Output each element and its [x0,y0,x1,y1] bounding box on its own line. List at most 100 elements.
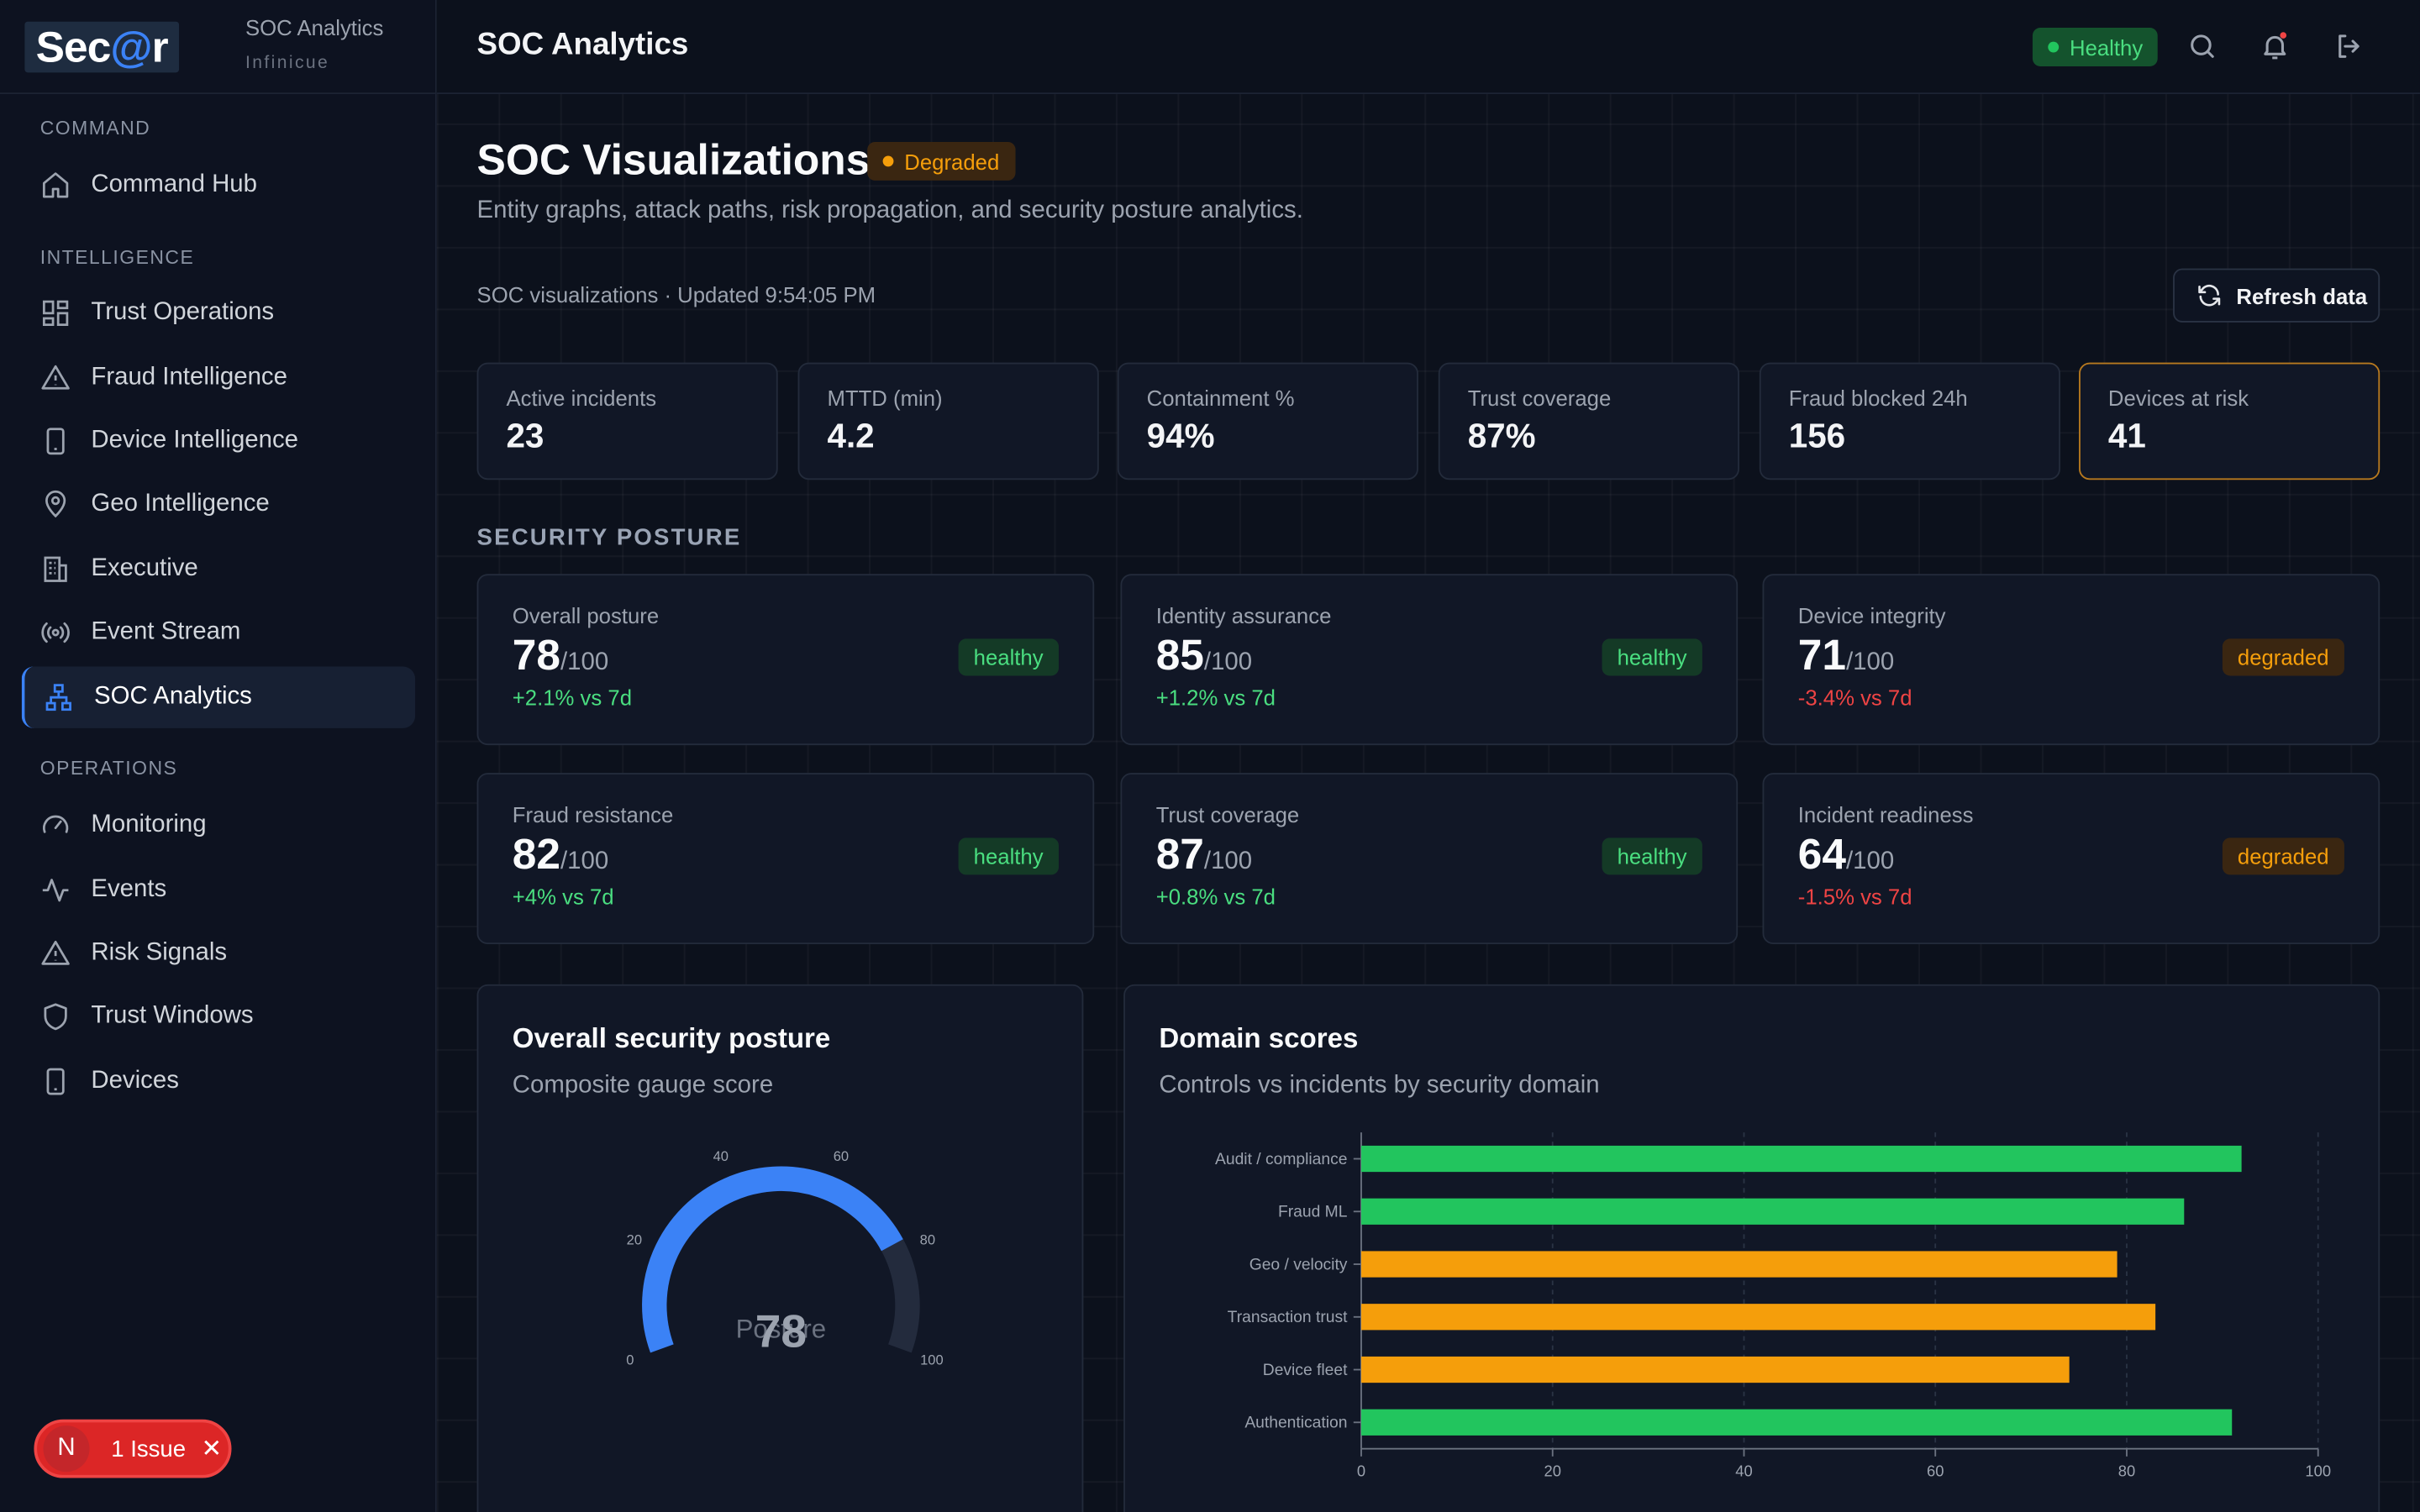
domain-bar [1360,1145,2242,1173]
posture-card: Trust coverage 87/100 +0.8% vs 7d health… [1120,773,1739,945]
posture-score: 64/100 [1798,830,1894,879]
status-dot [2048,41,2060,53]
sidebar-item-risk-signals[interactable]: Risk Signals [22,922,415,984]
health-status-badge: Healthy [2032,28,2159,66]
status-badge: healthy [958,638,1059,676]
logout-icon[interactable] [2333,31,2365,62]
card-title: Overall security posture [512,1022,831,1054]
x-tick-label: 20 [1544,1462,1561,1480]
y-tick-label: Geo / velocity [1249,1256,1348,1273]
issues-label: 1 Issue [111,1436,187,1462]
gauge-center-label: Posture [736,1314,827,1343]
sidebar-item-label: Command Hub [91,171,258,198]
section-label-operations: OPERATIONS [39,757,178,780]
next-logo-icon: N [43,1425,90,1473]
sidebar-item-label: Trust Windows [91,1002,254,1030]
x-tick-label: 80 [2118,1462,2135,1480]
warning-icon [41,940,70,965]
issues-button[interactable]: N 1 Issue ✕ [34,1419,232,1478]
sidebar-item-label: Geo Intelligence [91,491,270,517]
sidebar-item-geo-intelligence[interactable]: Geo Intelligence [22,474,415,535]
status-badge: healthy [1602,837,1702,875]
search-icon[interactable] [2187,31,2218,62]
kpi-label: Containment % [1146,386,1295,411]
logo-end: r [151,22,169,71]
brand-header: Sec @ r SOC Analytics Infinicue [0,0,435,95]
logo-at: @ [110,22,152,71]
sidebar-item-soc-analytics[interactable]: SOC Analytics [21,666,416,728]
score-value: 78 [512,631,561,680]
device-icon [46,1068,65,1095]
kpi-label: Fraud blocked 24h [1788,386,1968,411]
status-dot [882,155,894,167]
domain-bar [1360,1251,2118,1278]
section-label-intelligence: INTELLIGENCE [39,246,195,269]
kpi-value: 156 [1788,416,1846,455]
building-icon [44,556,67,582]
gauge-tick-label: 60 [834,1148,849,1164]
refresh-data-button[interactable]: Refresh data [2173,268,2381,323]
sidebar-item-event-stream[interactable]: Event Stream [22,601,415,663]
posture-score: 71/100 [1798,631,1894,680]
kpi-label: Trust coverage [1467,386,1612,411]
grid-icon [42,300,69,327]
sidebar-item-monitoring[interactable]: Monitoring [22,795,415,856]
y-tick-label: Fraud ML [1278,1204,1348,1221]
sidebar-item-command-hub[interactable]: Command Hub [22,155,415,216]
page-title: SOC Visualizations [476,135,871,184]
health-status-label: Healthy [2070,34,2144,60]
sidebar-item-device-intelligence[interactable]: Device Intelligence [22,411,415,472]
posture-delta: +0.8% vs 7d [1155,884,1276,909]
score-value: 64 [1797,830,1846,879]
sidebar-item-trust-windows[interactable]: Trust Windows [22,986,415,1047]
posture-delta: +1.2% vs 7d [1155,685,1276,710]
posture-score: 82/100 [513,830,608,879]
posture-label: Incident readiness [1797,802,1974,827]
kpi-card: Active incidents 23 [476,362,778,480]
posture-score: 87/100 [1156,830,1252,879]
domain-scores-chart: 0 20 40 60 80 100 Audit / compliance Fraud ML Ge… [1215,1132,2331,1480]
score-value: 85 [1155,631,1204,680]
status-badge: degraded [2222,837,2344,875]
status-badge: degraded [2222,638,2344,676]
bell-icon[interactable] [2260,31,2291,62]
security-posture-heading: SECURITY POSTURE [476,524,742,551]
sidebar-item-executive[interactable]: Executive [22,538,415,600]
posture-card: Identity assurance 85/100 +1.2% vs 7d he… [1120,574,1739,746]
gauge-tick-label: 80 [920,1232,935,1248]
sidebar-item-fraud-intelligence[interactable]: Fraud Intelligence [22,347,415,408]
main-content: SOC Analytics Healthy SOC Visualizations… [436,0,2420,1512]
brand-subtitle: Infinicue [245,54,330,73]
score-value: 71 [1797,631,1846,680]
topbar-title: SOC Analytics [476,28,689,62]
card-subtitle: Composite gauge score [512,1072,774,1099]
posture-delta: -1.5% vs 7d [1797,884,1912,909]
kpi-card: Containment % 94% [1117,362,1418,480]
gauge-value-text: 78 [755,1305,807,1357]
score-max: /100 [1845,649,1895,676]
page-status-badge: Degraded [867,141,1015,181]
sidebar-item-label: Trust Operations [91,299,275,326]
posture-card: Fraud resistance 82/100 +4% vs 7d health… [476,773,1095,945]
gauge-card: Overall security posture Composite gauge… [476,984,1084,1512]
sidebar-item-events[interactable]: Events [22,859,415,921]
brand-title: SOC Analytics [245,15,384,40]
posture-label: Trust coverage [1155,802,1300,827]
kpi-value: 94% [1146,416,1215,455]
app-logo[interactable]: Sec @ r [24,21,180,73]
broadcast-icon [41,622,70,643]
close-icon[interactable]: ✕ [201,1436,223,1463]
sidebar-item-label: Risk Signals [91,939,228,966]
warning-icon [41,365,70,390]
score-value: 87 [1155,830,1204,879]
gauge-value-arc [642,1166,903,1353]
x-tick-label: 0 [1357,1462,1365,1480]
x-tick-label: 100 [2305,1462,2331,1480]
sidebar: Sec @ r SOC Analytics Infinicue COMMAND Co… [0,0,437,1512]
kpi-card-highlighted: Devices at risk 41 [2079,362,2381,480]
y-tick-label: Device fleet [1263,1362,1348,1379]
kpi-value: 41 [2107,416,2146,455]
sidebar-item-devices[interactable]: Devices [22,1051,415,1112]
posture-delta: -3.4% vs 7d [1797,685,1912,710]
sidebar-item-trust-operations[interactable]: Trust Operations [22,282,415,344]
